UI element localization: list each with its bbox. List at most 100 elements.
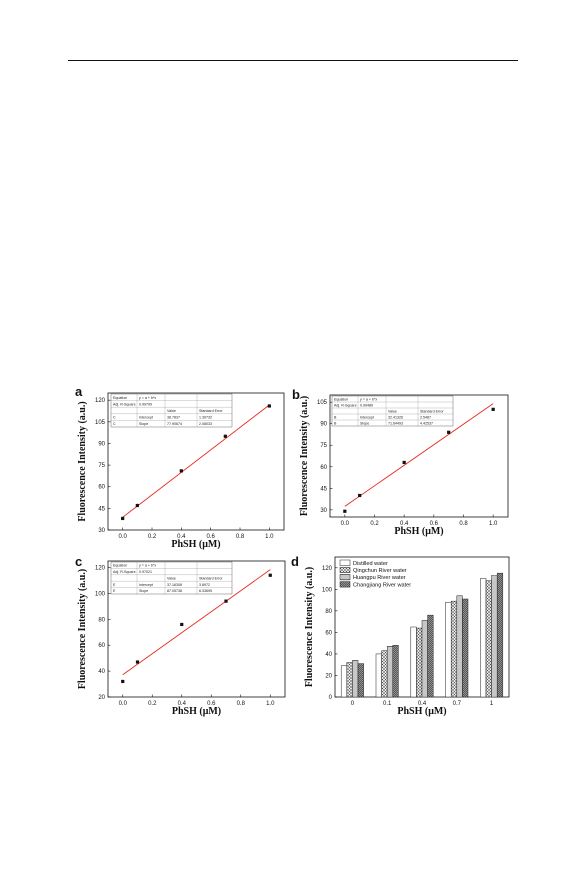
data-point [267, 404, 271, 408]
y-tick-label: 80 [98, 617, 105, 623]
x-axis-title: PhSH (μM) [171, 539, 220, 550]
y-tick-label: 30 [98, 528, 105, 534]
x-tick-label: 0.0 [119, 701, 128, 707]
table-cell: Value [167, 576, 176, 580]
x-tick-label: 0.0 [118, 534, 127, 540]
legend-swatch [339, 559, 351, 566]
table-cell: Adj. R-Square [113, 570, 136, 574]
x-tick-label: 0.6 [206, 534, 215, 540]
legend-swatch [339, 581, 351, 588]
data-point [224, 599, 228, 603]
chart-panel-b: b 30 45 60 75 90 105 0.0 0.2 0.4 0.6 0.8 1.0 Equation… [292, 387, 509, 537]
table-box [110, 393, 233, 428]
header-rule [68, 60, 518, 61]
table-cell: Standard Error [420, 409, 444, 413]
y-tick-label: 30 [320, 508, 327, 514]
legend-label: Qingchun River water [353, 568, 407, 574]
table-cell: Value [388, 409, 397, 413]
y-tick-label: 0 [329, 695, 333, 701]
chart-panel-d: d 0 20 40 60 80 100 120 0 0.1 0.4 0.7 1 Distilled wat… [291, 554, 510, 717]
bar [375, 653, 382, 698]
x-tick-label: 1 [490, 701, 494, 707]
bar [421, 620, 428, 698]
chart-panel-c: c 20 40 60 80 100 120 0.0 0.2 0.4 0.6 0.8 1.0 Equatio… [75, 554, 286, 717]
table-cell: E [113, 583, 116, 587]
plot-frame [107, 560, 286, 698]
y-tick-label: 20 [98, 695, 105, 701]
table-cell: 3.8972 [199, 583, 210, 587]
bar [496, 572, 504, 698]
table-box [331, 395, 454, 427]
x-tick-label: 0.7 [453, 701, 462, 707]
y-tick-label: 120 [95, 398, 106, 404]
y-tick-label: 75 [98, 463, 105, 469]
x-tick-label: 0.8 [236, 534, 245, 540]
y-tick-label: 45 [98, 506, 105, 512]
y-axis-title: Fluorescence Intensity (a.u.) [304, 567, 315, 687]
y-tick-label: 120 [322, 566, 333, 572]
legend-swatch [339, 566, 351, 573]
x-tick-label: 0.2 [148, 534, 157, 540]
table-cell: y = a + b*x [139, 396, 156, 400]
y-tick-label: 60 [98, 643, 105, 649]
x-axis-title: PhSH (μM) [397, 706, 446, 717]
x-tick-label: 0.4 [177, 534, 186, 540]
y-tick-label: 90 [98, 441, 105, 447]
data-point [121, 679, 125, 684]
bar [381, 650, 388, 698]
x-tick-label: 1.0 [489, 521, 498, 527]
table-cell: Adj. R-Square [334, 403, 357, 407]
data-point [180, 622, 184, 627]
bar [427, 614, 434, 698]
table-cell: 6.33695 [199, 589, 212, 593]
bar [392, 645, 399, 698]
y-tick-label: 90 [320, 422, 327, 428]
panel-label: c [75, 554, 82, 569]
y-tick-label: 45 [320, 486, 327, 492]
table-cell: Adj. R-Square [113, 402, 136, 406]
fit-line [344, 403, 494, 507]
y-tick-label: 60 [320, 465, 327, 471]
x-tick-label: 0 [351, 701, 355, 707]
table-cell: Intercept [139, 416, 153, 420]
x-tick-label: 0.6 [430, 521, 439, 527]
bar [485, 580, 492, 698]
table-cell: Slope [139, 422, 148, 426]
table-cell: C [113, 422, 116, 426]
fit-line [122, 569, 271, 676]
table-cell: Equation [113, 396, 127, 400]
legend-label: Changjiang River water [353, 582, 411, 588]
data-point [402, 460, 406, 465]
x-tick-label: 0.8 [459, 521, 468, 527]
x-tick-label: 1.0 [265, 534, 274, 540]
table-cell: Standard Error [199, 576, 223, 580]
bar [480, 578, 487, 698]
table-cell: 37.16308 [167, 583, 182, 587]
y-tick-label: 20 [325, 673, 332, 679]
fit-line [122, 404, 270, 518]
x-tick-label: 0.4 [400, 521, 409, 527]
table-cell: Intercept [360, 415, 374, 419]
plot-frame [107, 392, 285, 531]
bar [462, 598, 469, 698]
y-tick-label: 75 [320, 443, 327, 449]
chart-panel-a: a 30 45 60 75 90 105 120 0.0 0.2 0.4 0.6 0.8 1.0 Equat… [75, 384, 285, 550]
panel-label: d [291, 554, 299, 569]
data-point [491, 407, 495, 411]
plot-frame [329, 394, 509, 518]
bar [491, 575, 498, 698]
bar [456, 595, 463, 698]
table-cell: y = a + b*x [139, 564, 156, 568]
y-tick-label: 100 [322, 587, 333, 593]
y-tick-label: 100 [95, 591, 106, 597]
legend-label: Distilled water [353, 561, 388, 567]
panel-label: a [75, 384, 83, 399]
bar [416, 627, 423, 698]
x-tick-label: 0.2 [370, 521, 379, 527]
x-tick-label: 0.6 [207, 701, 216, 707]
legend-swatch [339, 574, 351, 581]
table-cell: 0.99489 [360, 403, 373, 407]
